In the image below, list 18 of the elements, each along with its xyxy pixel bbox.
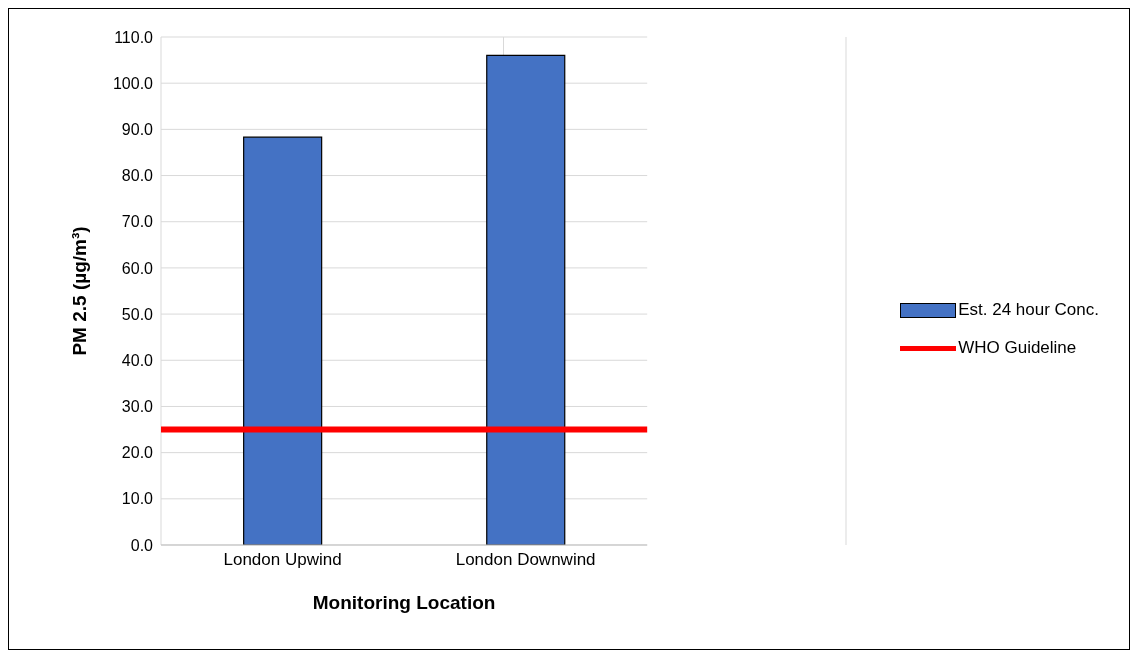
y-tick-label: 70.0 <box>121 213 154 231</box>
y-tick-label: 90.0 <box>121 121 154 139</box>
y-tick-label: 0.0 <box>130 536 154 554</box>
y-tick-label: 80.0 <box>121 167 154 185</box>
y-tick-label: 110.0 <box>114 28 154 46</box>
y-tick-label: 60.0 <box>121 259 154 277</box>
y-tick-label: 20.0 <box>121 444 154 462</box>
y-tick-label: 50.0 <box>121 305 154 323</box>
legend-label: Est. 24 hour Conc. <box>958 300 1099 320</box>
x-axis-title: Monitoring Location <box>312 592 496 613</box>
y-tick-label: 30.0 <box>121 398 154 416</box>
y-tick-label: 10.0 <box>121 490 154 508</box>
y-tick-label: 40.0 <box>121 351 154 369</box>
legend-label: WHO Guideline <box>958 338 1077 358</box>
x-tick-label: London Downwind <box>455 550 596 570</box>
x-tick-label: London Upwind <box>223 550 342 570</box>
y-axis-title: PM 2.5 (µg/m³) <box>68 226 90 356</box>
y-tick-label: 100.0 <box>112 74 154 92</box>
